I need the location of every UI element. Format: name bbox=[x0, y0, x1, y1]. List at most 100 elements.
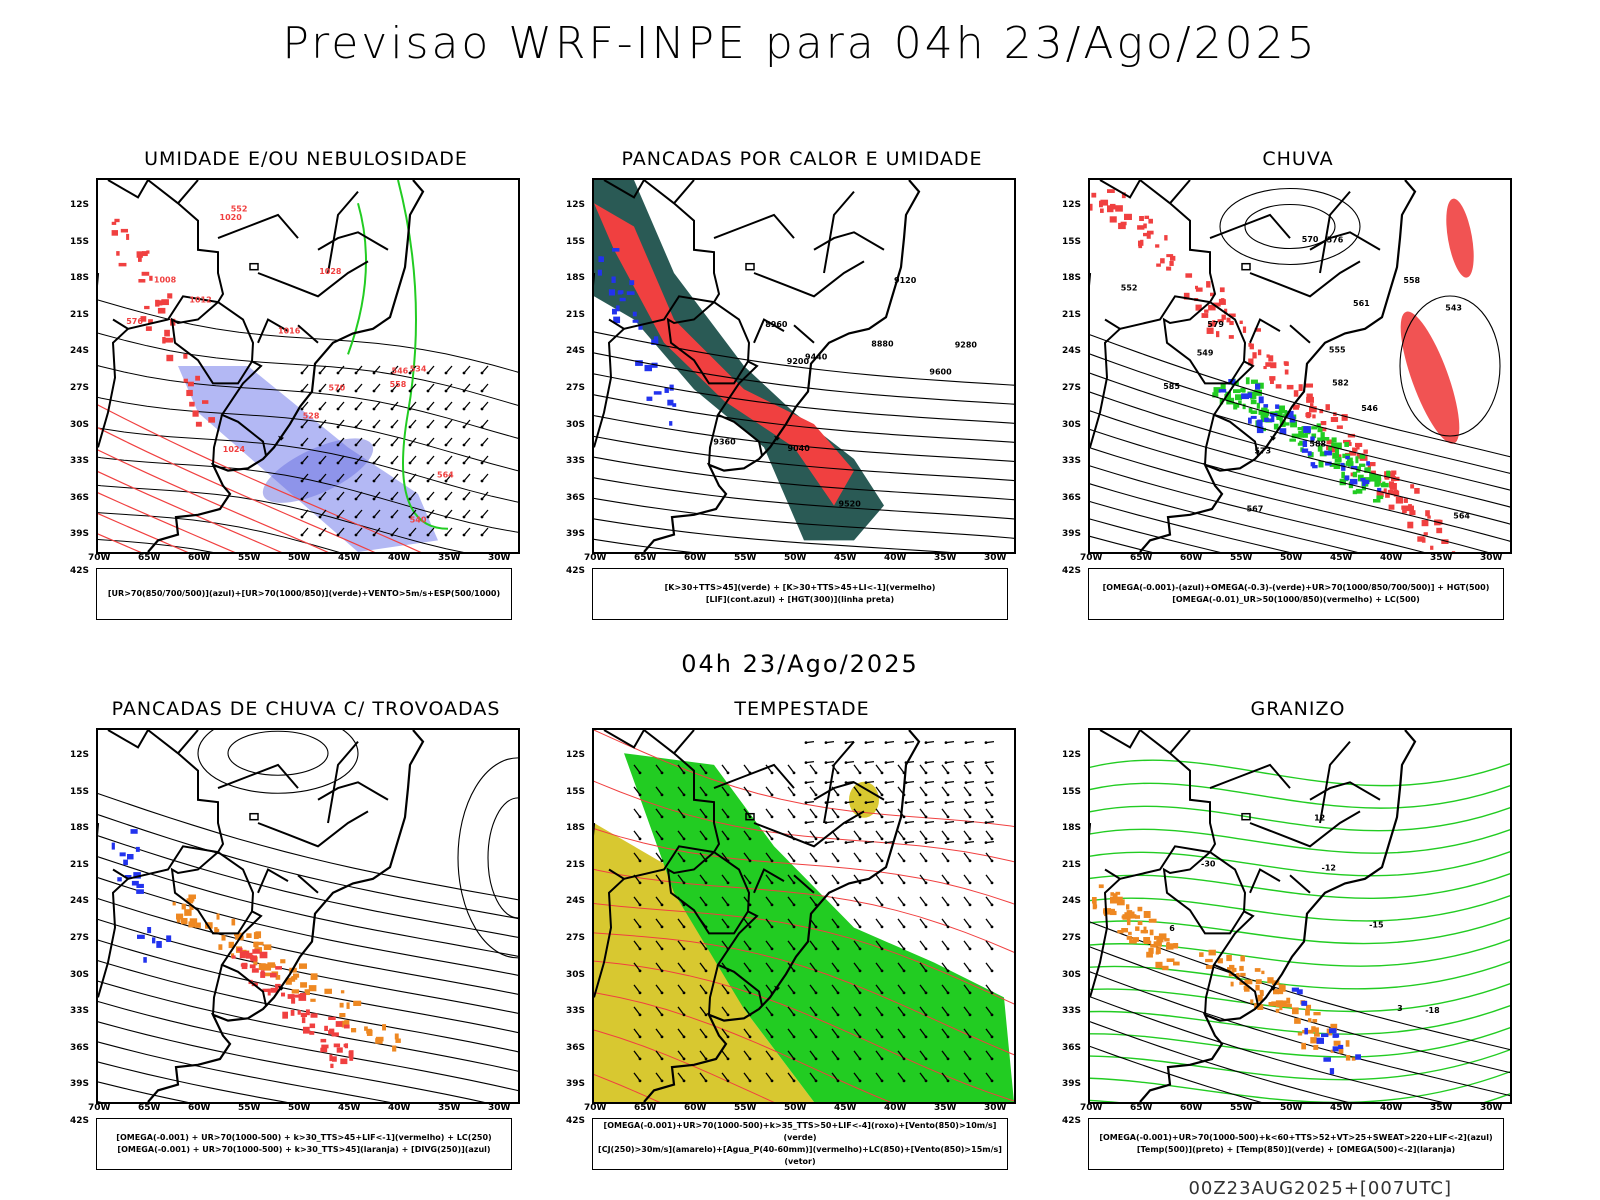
lon-tick-label: 55W bbox=[734, 553, 757, 563]
contour-label: 549 bbox=[1197, 348, 1214, 357]
contour-label: 576 bbox=[126, 317, 143, 326]
lat-tick-label: 42S bbox=[566, 566, 586, 576]
contour-label: 8880 bbox=[871, 339, 894, 348]
lat-tick-label: 36S bbox=[1062, 1042, 1082, 1053]
lat-tick-label: 24S bbox=[566, 896, 586, 907]
lat-tick-label: 36S bbox=[70, 492, 90, 503]
lat-tick-label: 12S bbox=[70, 200, 90, 210]
lon-tick-label: 30W bbox=[1480, 1103, 1503, 1113]
map-drawing bbox=[594, 730, 1014, 1102]
subtitle: 04h 23/Ago/2025 bbox=[681, 650, 919, 678]
contour-label: 9200 bbox=[787, 357, 810, 366]
lat-tick-label: 24S bbox=[70, 896, 90, 907]
lat-tick-label: 42S bbox=[70, 1116, 90, 1126]
lat-tick-label: 21S bbox=[566, 859, 586, 870]
lat-tick-label: 24S bbox=[1062, 896, 1082, 907]
lat-tick-label: 27S bbox=[566, 933, 586, 943]
lat-tick-label: 39S bbox=[70, 529, 90, 540]
lat-tick-label: 15S bbox=[566, 236, 586, 247]
lat-tick-label: 36S bbox=[1062, 492, 1082, 503]
lon-tick-label: 60W bbox=[188, 1103, 211, 1113]
lat-tick-label: 27S bbox=[1062, 933, 1082, 943]
lon-tick-label: 55W bbox=[238, 553, 261, 563]
panel-title: TEMPESTADE bbox=[734, 698, 870, 720]
lon-tick-label: 70W bbox=[1080, 553, 1103, 563]
lon-tick-label: 40W bbox=[1380, 553, 1403, 563]
lon-tick-label: 70W bbox=[88, 553, 111, 563]
lon-tick-label: 40W bbox=[884, 553, 907, 563]
lat-tick-label: 18S bbox=[1062, 823, 1082, 834]
legend-line: [K>30+TTS>45](verde) + [K>30+TTS>45+LI<-… bbox=[664, 583, 936, 592]
legend-line: [CJ(250)>30m/s](amarelo)+[Agua_P(40-60mm… bbox=[598, 1145, 1002, 1166]
legend-line: [OMEGA(-0.001) + UR>70(1000-500) + k>30_… bbox=[117, 1145, 491, 1154]
lat-tick-label: 15S bbox=[566, 786, 586, 797]
lon-tick-label: 65W bbox=[634, 1103, 657, 1113]
lat-tick-label: 24S bbox=[1062, 346, 1082, 357]
lat-tick-label: 12S bbox=[70, 750, 90, 760]
lat-tick-label: 18S bbox=[566, 823, 586, 834]
lon-tick-label: 70W bbox=[1080, 1103, 1103, 1113]
map-drawing: -12 -15 -18 -30 12 6 3 bbox=[1090, 730, 1510, 1102]
contour-label: 3 bbox=[1397, 1004, 1403, 1013]
lat-tick-label: 24S bbox=[566, 346, 586, 357]
contour-label: 540 bbox=[410, 516, 427, 525]
lat-tick-label: 15S bbox=[70, 786, 90, 797]
panel-legend: [K>30+TTS>45](verde) + [K>30+TTS>45+LI<-… bbox=[592, 568, 1008, 620]
lon-tick-label: 60W bbox=[188, 553, 211, 563]
contour-label: 552 bbox=[231, 205, 248, 214]
lat-tick-label: 33S bbox=[70, 1006, 90, 1017]
lon-tick-label: 55W bbox=[1230, 553, 1253, 563]
legend-line: [OMEGA(-0.001)+UR>70(1000-500)+k<60+TTS>… bbox=[1099, 1133, 1493, 1142]
lat-tick-label: 42S bbox=[566, 1116, 586, 1126]
lon-tick-label: 35W bbox=[934, 1103, 957, 1113]
lat-tick-label: 42S bbox=[70, 566, 90, 576]
contour-label: 552 bbox=[1121, 284, 1138, 293]
lat-tick-label: 21S bbox=[70, 859, 90, 870]
lat-tick-label: 18S bbox=[566, 273, 586, 284]
legend-line: [OMEGA(-0.001)+UR>70(1000-500)+k>35_TTS>… bbox=[603, 1121, 997, 1142]
lat-tick-label: 27S bbox=[70, 933, 90, 943]
lat-tick-label: 27S bbox=[1062, 383, 1082, 393]
map-panel-1: 1012 1008 1016 1020 1024 1028 576 570 564 558 552 5… bbox=[96, 178, 520, 554]
lat-tick-label: 21S bbox=[1062, 309, 1082, 320]
contour-label: 12 bbox=[1314, 814, 1325, 823]
lat-tick-label: 36S bbox=[566, 1042, 586, 1053]
map-panel-3: 588 585 582 579 576 573 570 567 564 561 558 555 552 5… bbox=[1088, 178, 1512, 554]
contour-label: -15 bbox=[1369, 920, 1384, 929]
lon-tick-label: 35W bbox=[934, 553, 957, 563]
panel-legend: [OMEGA(-0.001)+UR>70(1000-500)+k>35_TTS>… bbox=[592, 1118, 1008, 1170]
lon-tick-label: 70W bbox=[88, 1103, 111, 1113]
lon-tick-label: 30W bbox=[984, 1103, 1007, 1113]
lat-tick-label: 15S bbox=[70, 236, 90, 247]
lon-tick-label: 60W bbox=[1180, 553, 1203, 563]
legend-line: [OMEGA(-0.01)_UR>50(1000/850)(vermelho) … bbox=[1172, 595, 1420, 604]
map-drawing bbox=[98, 730, 518, 1102]
lon-tick-label: 55W bbox=[1230, 1103, 1253, 1113]
legend-line: [Temp(500)](preto) + [Temp(850)](verde) … bbox=[1136, 1145, 1456, 1154]
lon-tick-label: 50W bbox=[1280, 1103, 1303, 1113]
contour-label: 9520 bbox=[839, 500, 862, 509]
contour-label: 1020 bbox=[220, 213, 243, 222]
lon-tick-label: 70W bbox=[584, 1103, 607, 1113]
lon-tick-label: 35W bbox=[438, 1103, 461, 1113]
lon-tick-label: 40W bbox=[1380, 1103, 1403, 1113]
contour-label: 546 bbox=[392, 367, 409, 376]
lon-tick-label: 60W bbox=[684, 1103, 707, 1113]
contour-label: 9120 bbox=[894, 276, 917, 285]
lon-tick-label: 35W bbox=[1430, 1103, 1453, 1113]
contour-label: 1028 bbox=[319, 267, 342, 276]
main-title: Previsao WRF-INPE para 04h 23/Ago/2025 bbox=[282, 18, 1318, 69]
lon-tick-label: 60W bbox=[1180, 1103, 1203, 1113]
lon-tick-label: 70W bbox=[584, 553, 607, 563]
lon-tick-label: 50W bbox=[288, 553, 311, 563]
contour-label: -18 bbox=[1425, 1006, 1440, 1015]
lat-tick-label: 21S bbox=[70, 309, 90, 320]
contour-label: 1016 bbox=[278, 327, 301, 336]
contour-label: 528 bbox=[303, 411, 320, 420]
lat-tick-label: 30S bbox=[70, 969, 90, 980]
lon-tick-label: 65W bbox=[138, 1103, 161, 1113]
contour-label: 534 bbox=[410, 364, 427, 373]
contour-label: -30 bbox=[1201, 860, 1216, 869]
lat-tick-label: 15S bbox=[1062, 786, 1082, 797]
lat-tick-label: 12S bbox=[1062, 750, 1082, 760]
